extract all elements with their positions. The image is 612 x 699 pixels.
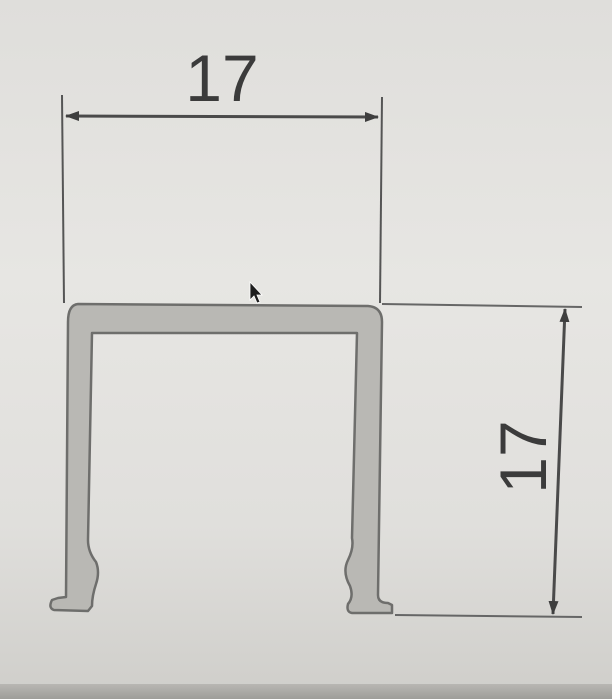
- width-extension-line-right: [379, 96, 383, 304]
- height-dimension-line: [548, 308, 570, 615]
- width-dimension-label: 17: [185, 41, 258, 115]
- monitor-bezel-edge: [0, 684, 612, 699]
- height-extension-line-top: [381, 303, 583, 308]
- height-dimension-label: 17: [486, 420, 560, 493]
- width-dimension-line: [65, 111, 379, 122]
- u-channel-profile: [49, 302, 394, 615]
- mouse-cursor-icon: [249, 280, 263, 304]
- width-extension-line-left: [61, 94, 65, 304]
- height-extension-line-bottom: [394, 614, 583, 618]
